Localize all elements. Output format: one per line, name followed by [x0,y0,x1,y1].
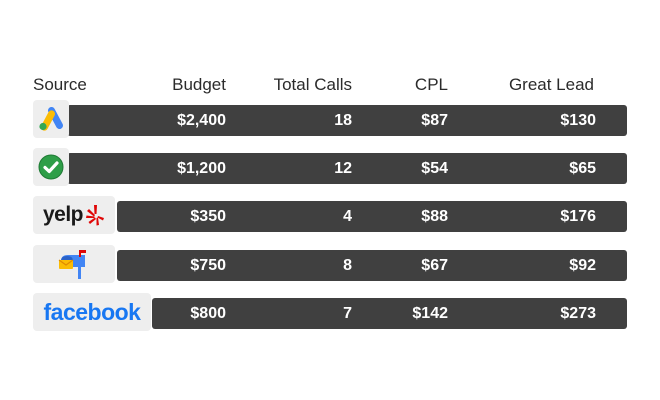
great-lead-value: $65 [569,153,596,184]
yelp-burst-icon [85,204,105,226]
total-calls-value: 7 [343,298,352,329]
great-lead-value: $273 [560,298,596,329]
table-row: yelp $350 4 $88 $176 [33,196,627,234]
header-source: Source [33,73,87,97]
cpl-value: $88 [421,201,448,232]
cpl-value: $54 [421,153,448,184]
header-budget: Budget [172,73,226,97]
great-lead-value: $92 [569,250,596,281]
budget-value: $2,400 [177,105,226,136]
total-calls-value: 8 [343,250,352,281]
table-row: $1,200 12 $54 $65 [33,148,627,186]
header-great-lead: Great Lead [509,73,594,97]
yelp-logo: yelp [33,196,115,234]
budget-value: $350 [190,201,226,232]
mailbox-icon [33,245,115,283]
cpl-value: $87 [421,105,448,136]
table-row: $750 8 $67 $92 [33,245,627,283]
yelp-wordmark: yelp [43,203,83,227]
budget-value: $800 [190,298,226,329]
cpl-value: $67 [421,250,448,281]
table-row: $2,400 18 $87 $130 [33,100,627,138]
total-calls-value: 12 [334,153,352,184]
total-calls-value: 4 [343,201,352,232]
budget-value: $1,200 [177,153,226,184]
table-header: Source Budget Total Calls CPL Great Lead [0,73,660,97]
header-cpl: CPL [415,73,448,97]
total-calls-value: 18 [334,105,352,136]
great-lead-value: $130 [560,105,596,136]
budget-value: $750 [190,250,226,281]
google-ads-icon [33,100,69,138]
great-lead-value: $176 [560,201,596,232]
cpl-value: $142 [412,298,448,329]
green-checkmark-icon [33,148,69,186]
facebook-logo: facebook [33,293,151,331]
facebook-wordmark: facebook [44,299,141,326]
table-row: facebook $800 7 $142 $273 [33,293,627,331]
header-total-calls: Total Calls [274,73,352,97]
